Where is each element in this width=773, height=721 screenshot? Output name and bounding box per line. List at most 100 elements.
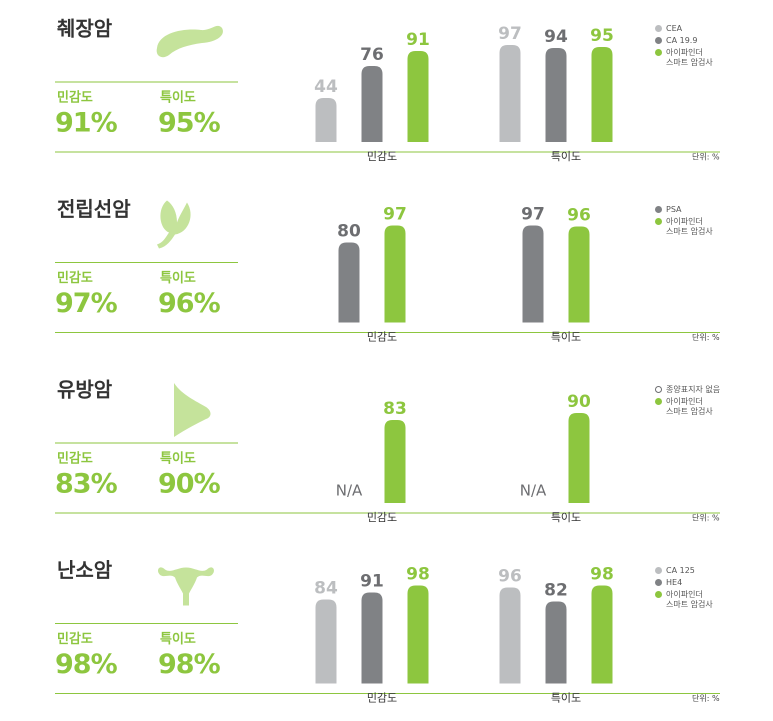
legend-label: CA 125 — [666, 565, 695, 575]
summary-value: 90% — [158, 469, 221, 500]
bar — [522, 225, 544, 323]
category-label: 민감도 — [367, 331, 397, 344]
bar — [361, 66, 383, 142]
value-label: 91 — [406, 30, 430, 50]
panel-title: 유방암 — [57, 378, 113, 402]
legend-item: CEA — [655, 24, 682, 34]
legend-label: 아이파인더 스마트 암검사 — [666, 397, 713, 416]
unit-label: 단위: % — [692, 332, 720, 342]
value-label: 96 — [567, 206, 591, 226]
summary-value: 98% — [158, 649, 221, 680]
value-label: 82 — [544, 581, 568, 601]
bar — [315, 599, 337, 684]
summary-value: 83% — [55, 469, 118, 500]
bar — [338, 242, 360, 323]
summary-label: 민감도 — [57, 451, 93, 467]
category-label: 특이도 — [551, 150, 581, 163]
value-label: 76 — [360, 45, 384, 65]
bar — [568, 413, 590, 503]
summary-label: 특이도 — [160, 451, 196, 467]
bar — [591, 47, 613, 142]
legend-item: 아이파인더 스마트 암검사 — [655, 397, 713, 417]
organ-icon — [158, 567, 214, 606]
panel-title: 난소암 — [57, 558, 113, 582]
summary-label: 민감도 — [57, 90, 93, 106]
organ-icon — [174, 383, 211, 437]
bar — [545, 48, 567, 142]
legend-label: 아이파인더 스마트 암검사 — [666, 589, 713, 609]
bar — [591, 585, 613, 684]
legend-item: PSA — [655, 205, 682, 215]
unit-label: 단위: % — [692, 152, 720, 162]
legend-marker — [655, 49, 662, 56]
summary-label: 민감도 — [57, 270, 93, 286]
bar — [361, 592, 383, 684]
legend-label: 아이파인더 스마트 암검사 — [666, 216, 713, 236]
value-label: 95 — [590, 26, 614, 46]
legend-item: CA 125 — [655, 566, 695, 576]
legend-marker — [655, 217, 662, 225]
value-label: N/A — [520, 482, 547, 500]
category-label: 민감도 — [367, 692, 397, 705]
legend-label: HE4 — [666, 577, 683, 587]
legend-marker — [655, 37, 662, 44]
value-label: 90 — [567, 392, 591, 412]
value-label: 80 — [337, 222, 361, 242]
category-label: 특이도 — [551, 692, 581, 705]
bar — [315, 98, 337, 142]
organ-icon — [156, 25, 223, 58]
category-label: 민감도 — [367, 511, 397, 524]
legend-marker — [655, 386, 662, 393]
legend-item: HE4 — [655, 578, 682, 588]
legend-label: CEA — [666, 24, 683, 33]
summary-label: 특이도 — [160, 90, 196, 106]
bar — [499, 587, 521, 684]
legend-marker — [655, 25, 662, 32]
legend-label: PSA — [666, 204, 682, 214]
unit-label: 단위: % — [692, 513, 720, 523]
summary-label: 특이도 — [160, 631, 196, 647]
value-label: 94 — [544, 27, 568, 47]
value-label: 91 — [360, 572, 384, 592]
category-label: 민감도 — [367, 150, 397, 163]
summary-value: 96% — [158, 288, 221, 319]
category-label: 특이도 — [551, 511, 581, 524]
legend-item: 아이파인더 스마트 암검사 — [655, 217, 713, 237]
value-label: 84 — [314, 579, 338, 599]
value-label: 83 — [383, 399, 407, 419]
legend-marker — [655, 566, 662, 574]
summary-value: 98% — [55, 649, 118, 680]
unit-label: 단위: % — [692, 693, 720, 703]
panel-title: 췌장암 — [57, 17, 113, 41]
value-label: 98 — [406, 565, 430, 585]
legend-marker — [655, 205, 662, 213]
bar — [384, 225, 406, 323]
legend-item: 아이파인더 스마트 암검사 — [655, 590, 713, 610]
summary-value: 97% — [55, 288, 118, 319]
summary-value: 91% — [55, 108, 118, 139]
bar — [407, 51, 429, 142]
value-label: 97 — [521, 205, 545, 225]
category-label: 특이도 — [551, 331, 581, 344]
bar — [384, 420, 406, 503]
legend-label: 종양표지자 없음 — [666, 385, 721, 394]
legend-item: CA 19.9 — [655, 36, 697, 46]
value-label: 97 — [498, 24, 522, 44]
bar — [545, 601, 567, 684]
legend-item: 아이파인더 스마트 암검사 — [655, 48, 713, 68]
value-label: 98 — [590, 565, 614, 585]
legend-marker — [655, 590, 662, 598]
bar — [499, 45, 521, 142]
value-label: 97 — [383, 205, 407, 225]
summary-label: 특이도 — [160, 270, 196, 286]
value-label: N/A — [336, 482, 363, 500]
organ-icon — [157, 200, 191, 249]
legend-item: 종양표지자 없음 — [655, 385, 720, 395]
value-label: 96 — [498, 567, 522, 587]
value-label: 44 — [314, 77, 338, 97]
legend-marker — [655, 398, 662, 405]
panel-title: 전립선암 — [57, 197, 131, 221]
bar — [568, 226, 590, 323]
